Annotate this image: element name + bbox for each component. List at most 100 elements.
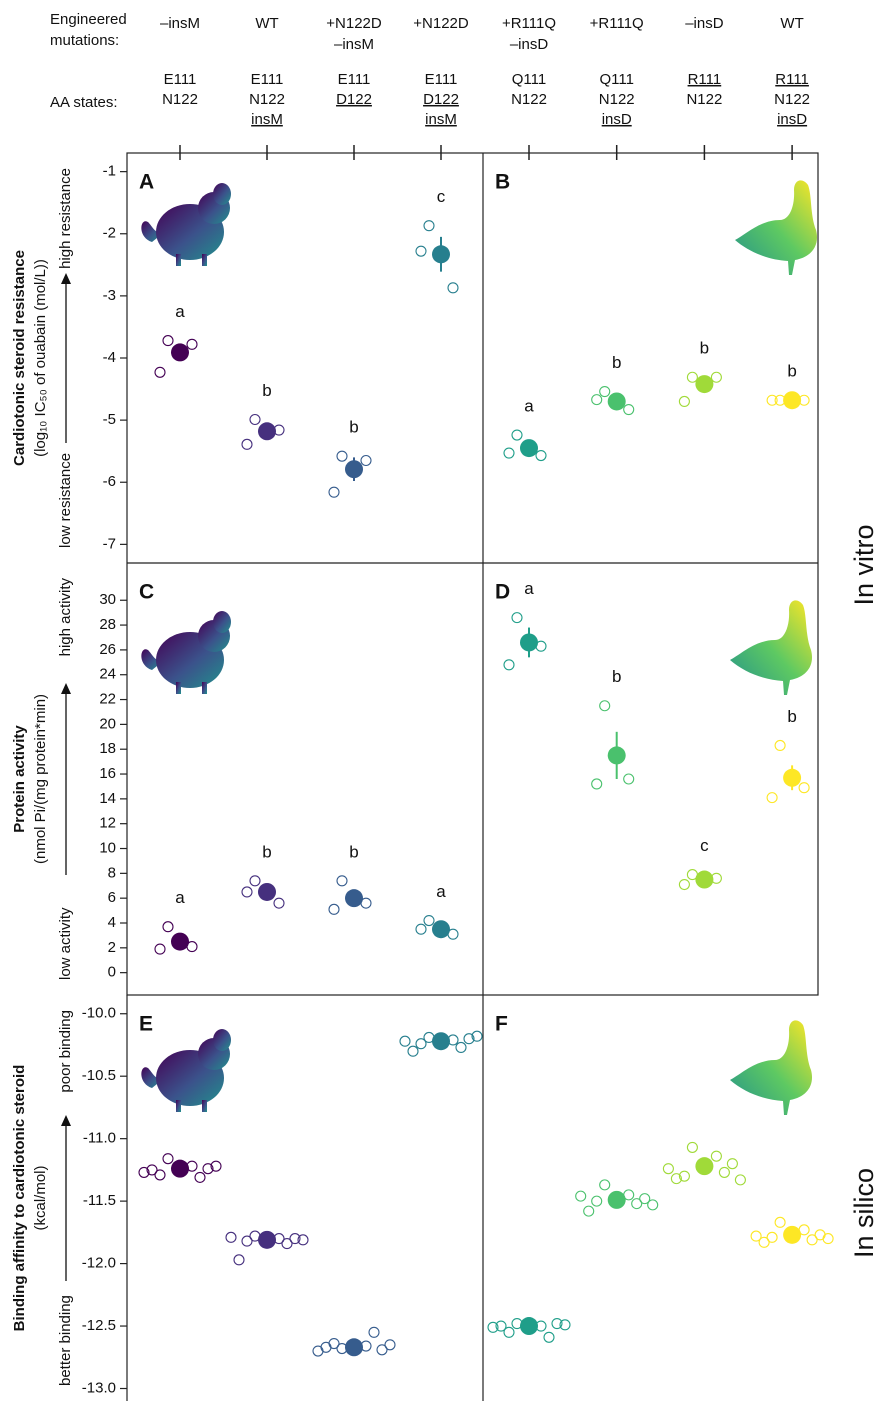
y-tick-label: 24 bbox=[99, 666, 116, 683]
frames bbox=[126, 152, 819, 1401]
chinchilla-icon bbox=[141, 611, 231, 694]
y-tick-label: -1 bbox=[103, 163, 116, 180]
replicate-point bbox=[774, 1216, 786, 1228]
replicate-point bbox=[535, 449, 547, 462]
y-tick-label: -6 bbox=[103, 473, 116, 490]
y-tick-label: 16 bbox=[99, 765, 116, 782]
replicate-point bbox=[423, 220, 435, 232]
y-tick-label: -7 bbox=[103, 535, 116, 552]
replicate-point bbox=[583, 1205, 595, 1217]
y-tick-label: 2 bbox=[108, 939, 116, 956]
replicate-point bbox=[487, 1321, 499, 1333]
y-axis-title: Cardiotonic steroid resistance bbox=[11, 250, 28, 466]
significance-letter: b bbox=[349, 418, 358, 437]
replicate-point bbox=[210, 1160, 222, 1172]
mean-point bbox=[171, 1159, 189, 1178]
aa-state: D122 bbox=[423, 91, 459, 108]
aa-state: insM bbox=[251, 111, 283, 128]
replicate-point bbox=[798, 782, 810, 794]
mean-point bbox=[607, 1190, 626, 1209]
aa-state: E111 bbox=[338, 71, 371, 88]
panel-letter: C bbox=[139, 581, 154, 604]
replicate-point bbox=[623, 773, 635, 785]
y-axis-high: high resistance bbox=[57, 168, 74, 269]
replicate-point bbox=[718, 1166, 730, 1178]
replicate-point bbox=[241, 1235, 253, 1247]
significance-letter: a bbox=[175, 302, 185, 321]
mutation-label: –insM bbox=[334, 36, 374, 53]
replicate-point bbox=[336, 450, 348, 462]
aa-state: N122 bbox=[511, 91, 547, 108]
significance-letter: b bbox=[700, 339, 709, 358]
y-axis-arrowhead bbox=[61, 683, 71, 694]
replicate-point bbox=[241, 438, 253, 450]
significance-letter: a bbox=[436, 882, 446, 901]
aa-state: R111 bbox=[775, 71, 809, 88]
mean-point bbox=[432, 920, 450, 939]
mean-point bbox=[258, 422, 276, 441]
significance-letter: b bbox=[612, 353, 621, 372]
replicate-point bbox=[407, 1045, 419, 1057]
mean-point bbox=[695, 375, 714, 394]
y-tick-label: -12.5 bbox=[82, 1317, 116, 1334]
y-tick-label: 18 bbox=[99, 740, 116, 757]
replicate-point bbox=[423, 914, 435, 927]
replicate-point bbox=[559, 1319, 571, 1331]
y-axis-subtitle: (kcal/mol) bbox=[32, 1165, 49, 1230]
mean-point bbox=[345, 889, 363, 908]
y-axis-arrowhead bbox=[61, 1115, 71, 1126]
y-axis-low: low resistance bbox=[57, 453, 74, 548]
replicate-point bbox=[162, 1153, 174, 1165]
replicate-point bbox=[154, 1169, 166, 1181]
mean-point bbox=[783, 1225, 802, 1244]
replicate-point bbox=[312, 1345, 324, 1357]
mutation-label: +N122D bbox=[326, 15, 382, 32]
replicate-point bbox=[599, 1179, 611, 1191]
replicate-point bbox=[766, 1231, 778, 1243]
replicate-point bbox=[233, 1254, 245, 1266]
mean-point bbox=[258, 1230, 276, 1249]
y-tick-label: 0 bbox=[108, 964, 116, 981]
replicate-point bbox=[726, 1158, 738, 1170]
significance-letter: a bbox=[175, 888, 185, 907]
mutation-label: WT bbox=[255, 15, 278, 32]
panel-letter: D bbox=[495, 581, 510, 604]
replicate-point bbox=[599, 700, 611, 712]
mean-point bbox=[607, 392, 626, 411]
significance-letter: a bbox=[524, 579, 534, 598]
replicate-point bbox=[551, 1317, 563, 1330]
aa-state: Q111 bbox=[599, 71, 633, 88]
mean-point bbox=[783, 391, 802, 410]
mean-point bbox=[520, 439, 538, 458]
y-axis-title: Protein activity bbox=[11, 725, 28, 833]
replicate-point bbox=[766, 792, 778, 804]
replicate-point bbox=[202, 1163, 214, 1175]
replicate-point bbox=[154, 943, 166, 955]
replicate-point bbox=[623, 404, 635, 416]
replicate-point bbox=[162, 921, 174, 933]
replicate-point bbox=[455, 1041, 467, 1054]
y-axis-low: low activity bbox=[57, 907, 74, 980]
replicate-point bbox=[662, 1163, 674, 1175]
replicate-point bbox=[281, 1238, 293, 1250]
chinchilla-icon bbox=[141, 183, 231, 266]
significance-letter: b bbox=[349, 842, 358, 861]
y-axis-title: Binding affinity to cardiotonic steroid bbox=[11, 1065, 28, 1332]
replicate-point bbox=[511, 612, 523, 624]
mean-point bbox=[783, 768, 802, 787]
mean-point bbox=[607, 746, 626, 765]
replicate-point bbox=[631, 1198, 643, 1210]
replicate-point bbox=[368, 1326, 380, 1338]
mean-point bbox=[258, 882, 276, 901]
replicate-point bbox=[503, 1326, 515, 1338]
y-tick-label: -13.0 bbox=[82, 1379, 116, 1396]
replicate-point bbox=[297, 1234, 309, 1246]
replicate-point bbox=[511, 429, 523, 441]
replicate-point bbox=[710, 1150, 722, 1162]
replicate-point bbox=[415, 1038, 427, 1050]
aa-state: N122 bbox=[686, 91, 722, 108]
replicate-point bbox=[415, 923, 427, 935]
aa-state: N122 bbox=[774, 91, 810, 108]
header-label: Engineered bbox=[50, 11, 127, 28]
